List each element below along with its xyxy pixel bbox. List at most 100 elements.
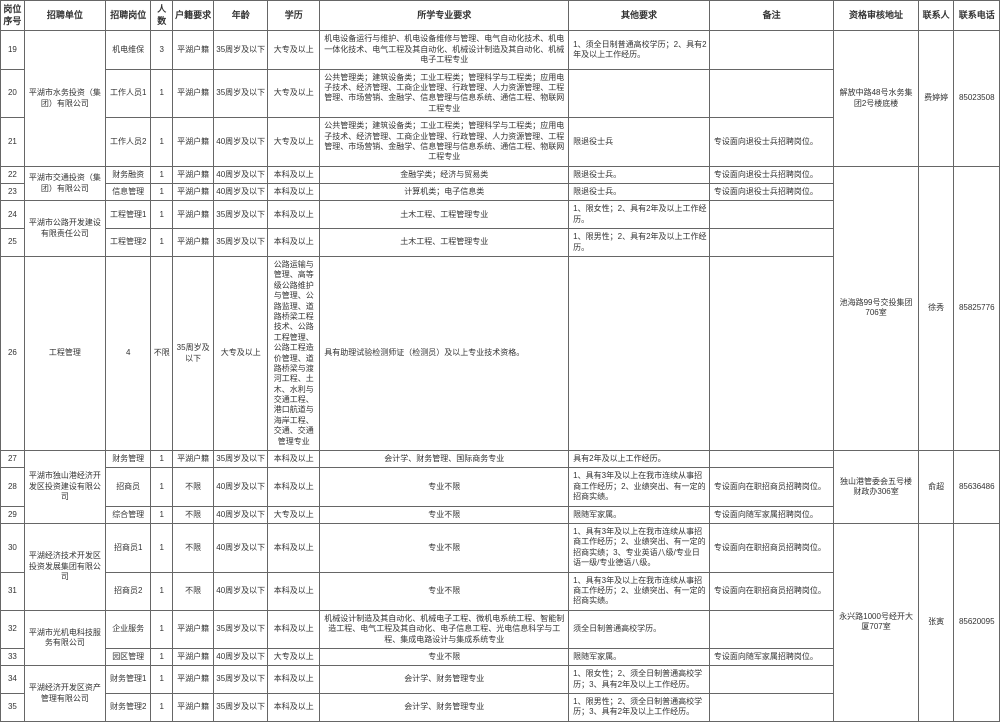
cell-edu: 本科及以上 xyxy=(268,524,320,573)
cell-contact: 徐秀 xyxy=(918,166,954,450)
cell-edu: 本科及以上 xyxy=(268,468,320,506)
cell-major: 会计学、财务管理专业 xyxy=(320,694,569,722)
cell-unit: 平湖市交通投资（集团）有限公司 xyxy=(24,166,105,201)
cell-pos: 财务管理2 xyxy=(105,694,150,722)
cell-other: 1、具有3年及以上在我市连续从事招商工作经历；2、业绩突出、有一定的招商实绩；3… xyxy=(569,524,710,573)
cell-age: 35周岁及以下 xyxy=(214,610,268,648)
cell-age: 40周岁及以下 xyxy=(214,468,268,506)
cell-other: 限退役士兵。 xyxy=(569,184,710,201)
cell-num: 1 xyxy=(151,694,173,722)
cell-major: 机械设计制造及其自动化、机械电子工程、微机电系统工程、智能制造工程、电气工程及其… xyxy=(320,610,569,648)
cell-addr: 独山港管委会五号楼财政办306室 xyxy=(834,451,918,524)
cell-contact: 费婷婷 xyxy=(918,31,954,166)
cell-pos: 招商员 xyxy=(105,468,150,506)
cell-major: 专业不限 xyxy=(320,648,569,665)
table-row: 27平湖市独山港经济开发区投资建设有限公司财务管理1平湖户籍35周岁及以下本科及… xyxy=(1,451,1000,468)
cell-num: 1 xyxy=(151,572,173,610)
cell-edu: 大专及以上 xyxy=(214,257,268,451)
cell-huji: 平湖户籍 xyxy=(173,694,214,722)
col-addr: 资格审核地址 xyxy=(834,1,918,31)
cell-major: 机电设备运行与维护、机电设备维修与管理、电气自动化技术、机电一体化技术、电气工程… xyxy=(320,31,569,69)
cell-note xyxy=(709,69,833,118)
recruitment-table: 岗位序号 招聘单位 招聘岗位 人数 户籍要求 年龄 学历 所学专业要求 其他要求… xyxy=(0,0,1000,722)
cell-num: 1 xyxy=(151,468,173,506)
cell-pos: 工程管理1 xyxy=(105,201,150,229)
cell-edu: 本科及以上 xyxy=(268,451,320,468)
col-note: 备注 xyxy=(709,1,833,31)
cell-num: 3 xyxy=(151,31,173,69)
cell-seq: 31 xyxy=(1,572,25,610)
cell-note: 专设面向在职招商员招聘岗位。 xyxy=(709,524,833,573)
cell-other xyxy=(569,69,710,118)
cell-tel: 85825776 xyxy=(954,166,1000,450)
cell-seq: 20 xyxy=(1,69,25,118)
cell-num: 1 xyxy=(151,506,173,523)
cell-num: 4 xyxy=(105,257,150,451)
cell-note xyxy=(709,229,833,257)
cell-note: 专设面向随军家属招聘岗位。 xyxy=(709,506,833,523)
cell-seq: 34 xyxy=(1,666,25,694)
cell-age: 35周岁及以下 xyxy=(173,257,214,451)
cell-contact: 张寅 xyxy=(918,524,954,722)
cell-num: 1 xyxy=(151,166,173,183)
cell-pos: 招商员2 xyxy=(105,572,150,610)
cell-other: 具有2年及以上工作经历。 xyxy=(569,451,710,468)
cell-major: 专业不限 xyxy=(320,572,569,610)
cell-age: 40周岁及以下 xyxy=(214,524,268,573)
cell-huji: 平湖户籍 xyxy=(173,648,214,665)
cell-note: 专设面向在职招商员招聘岗位。 xyxy=(709,572,833,610)
col-pos: 招聘岗位 xyxy=(105,1,150,31)
cell-huji: 不限 xyxy=(173,524,214,573)
cell-unit: 平湖市独山港经济开发区投资建设有限公司 xyxy=(24,451,105,524)
cell-age: 35周岁及以下 xyxy=(214,451,268,468)
cell-num: 1 xyxy=(151,201,173,229)
cell-age: 40周岁及以下 xyxy=(214,648,268,665)
cell-contact: 俞超 xyxy=(918,451,954,524)
cell-unit: 平湖市水务投资（集团）有限公司 xyxy=(24,31,105,166)
col-edu: 学历 xyxy=(268,1,320,31)
col-num: 人数 xyxy=(151,1,173,31)
cell-edu: 本科及以上 xyxy=(268,229,320,257)
cell-major: 土木工程、工程管理专业 xyxy=(320,229,569,257)
cell-addr: 池海路99号交投集团706室 xyxy=(834,166,918,450)
cell-num: 1 xyxy=(151,451,173,468)
cell-addr: 永兴路1000号经开大厦707室 xyxy=(834,524,918,722)
cell-huji: 不限 xyxy=(151,257,173,451)
table-row: 19平湖市水务投资（集团）有限公司机电维保3平湖户籍35周岁及以下大专及以上机电… xyxy=(1,31,1000,69)
cell-pos: 综合管理 xyxy=(105,506,150,523)
cell-unit: 平湖市公路开发建设有限责任公司 xyxy=(24,201,105,257)
cell-other: 限退役士兵 xyxy=(569,118,710,167)
cell-pos: 工程管理2 xyxy=(105,229,150,257)
cell-seq: 35 xyxy=(1,694,25,722)
cell-age: 35周岁及以下 xyxy=(214,69,268,118)
cell-major: 公路运输与管理、高等级公路维护与管理、公路监理、道路桥梁工程技术、公路工程管理、… xyxy=(268,257,320,451)
cell-other: 1、限男性；2、须全日制普通高校学历；3、具有2年及以上工作经历。 xyxy=(569,694,710,722)
cell-tel: 85636486 xyxy=(954,451,1000,524)
cell-age: 35周岁及以下 xyxy=(214,201,268,229)
cell-major: 公共管理类；建筑设备类；工业工程类；管理科学与工程类；应用电子技术、经济管理、工… xyxy=(320,118,569,167)
cell-edu: 大专及以上 xyxy=(268,31,320,69)
cell-other: 1、具有3年及以上在我市连续从事招商工作经历；2、业绩突出、有一定的招商实绩。 xyxy=(569,572,710,610)
header-row: 岗位序号 招聘单位 招聘岗位 人数 户籍要求 年龄 学历 所学专业要求 其他要求… xyxy=(1,1,1000,31)
col-age: 年龄 xyxy=(214,1,268,31)
cell-num: 1 xyxy=(151,69,173,118)
cell-major: 专业不限 xyxy=(320,524,569,573)
cell-huji: 平湖户籍 xyxy=(173,69,214,118)
cell-unit: 平湖经济技术开发区投资发展集团有限公司 xyxy=(24,524,105,611)
cell-other: 1、具有3年及以上在我市连续从事招商工作经历；2、业绩突出、有一定的招商实绩。 xyxy=(569,468,710,506)
cell-seq: 21 xyxy=(1,118,25,167)
cell-age: 35周岁及以下 xyxy=(214,31,268,69)
cell-note xyxy=(709,201,833,229)
cell-num: 1 xyxy=(151,229,173,257)
cell-pos: 工作人员1 xyxy=(105,69,150,118)
col-huji: 户籍要求 xyxy=(173,1,214,31)
cell-pos: 工作人员2 xyxy=(105,118,150,167)
cell-num: 1 xyxy=(151,666,173,694)
cell-seq: 19 xyxy=(1,31,25,69)
cell-major: 专业不限 xyxy=(320,506,569,523)
col-tel: 联系电话 xyxy=(954,1,1000,31)
cell-pos: 机电维保 xyxy=(105,31,150,69)
cell-huji: 平湖户籍 xyxy=(173,184,214,201)
cell-age: 35周岁及以下 xyxy=(214,666,268,694)
cell-seq: 30 xyxy=(1,524,25,573)
